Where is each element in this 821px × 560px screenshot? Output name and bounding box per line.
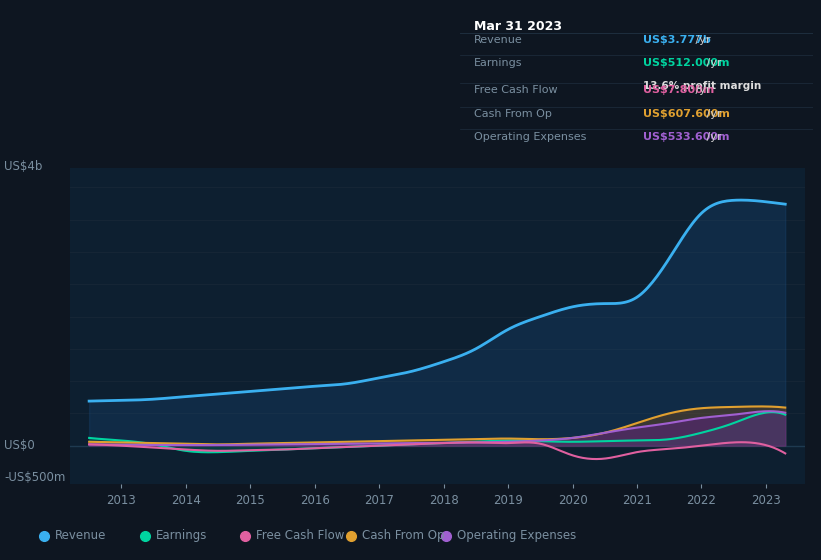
Text: US$3.777b: US$3.777b <box>644 35 711 45</box>
Text: -US$500m: -US$500m <box>4 472 66 484</box>
Text: US$0: US$0 <box>4 439 34 452</box>
Text: Operating Expenses: Operating Expenses <box>474 132 586 142</box>
Text: Revenue: Revenue <box>474 35 523 45</box>
Text: Revenue: Revenue <box>55 529 107 543</box>
Text: Operating Expenses: Operating Expenses <box>457 529 576 543</box>
Text: Cash From Op: Cash From Op <box>362 529 445 543</box>
Text: US$533.600m: US$533.600m <box>644 132 730 142</box>
Text: /yr: /yr <box>703 58 722 68</box>
Text: Earnings: Earnings <box>156 529 207 543</box>
Text: Free Cash Flow: Free Cash Flow <box>256 529 345 543</box>
Text: /yr: /yr <box>703 109 722 119</box>
Text: Free Cash Flow: Free Cash Flow <box>474 85 557 95</box>
Text: US$7.800m: US$7.800m <box>644 85 714 95</box>
Text: Cash From Op: Cash From Op <box>474 109 552 119</box>
Text: /yr: /yr <box>692 85 711 95</box>
Text: Earnings: Earnings <box>474 58 522 68</box>
Text: 13.6% profit margin: 13.6% profit margin <box>644 81 762 91</box>
Text: /yr: /yr <box>703 132 722 142</box>
Text: US$4b: US$4b <box>4 160 43 172</box>
Text: US$607.600m: US$607.600m <box>644 109 730 119</box>
Text: US$512.000m: US$512.000m <box>644 58 730 68</box>
Text: Mar 31 2023: Mar 31 2023 <box>474 20 562 33</box>
Text: /yr: /yr <box>692 35 711 45</box>
